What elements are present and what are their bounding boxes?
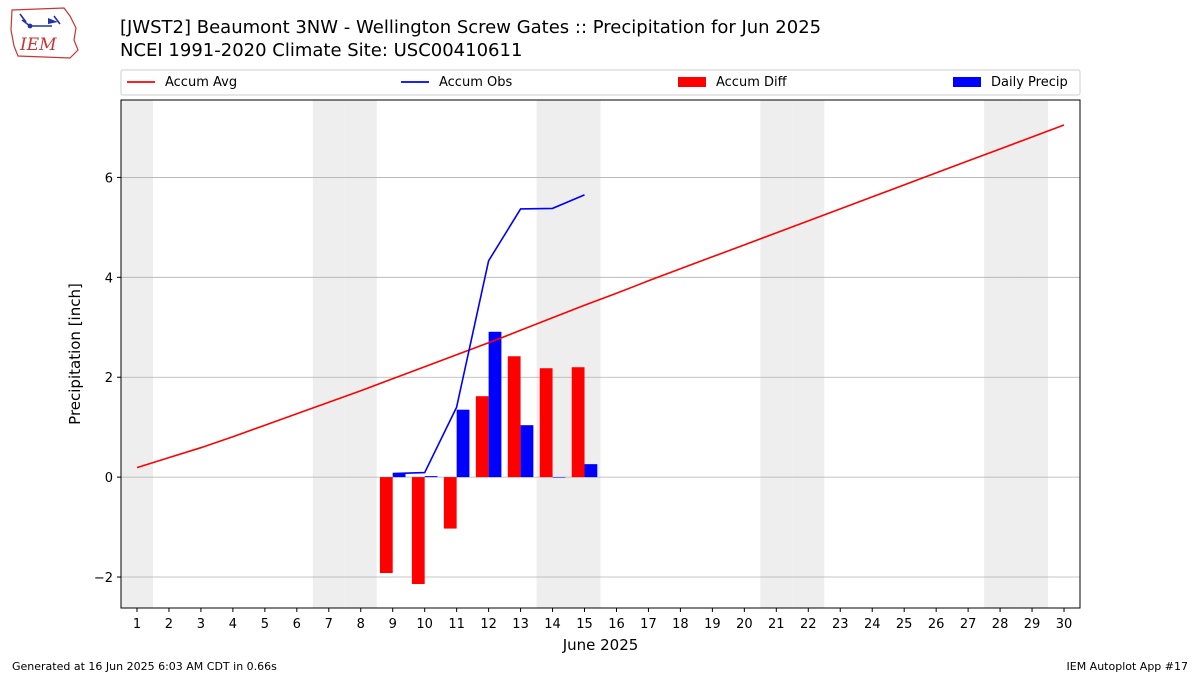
- legend-label: Accum Obs: [439, 75, 512, 90]
- x-tick-label: 26: [928, 617, 945, 632]
- x-tick-label: 11: [448, 617, 465, 632]
- accum-diff-bar: [444, 477, 457, 528]
- y-tick-label: −2: [94, 571, 113, 586]
- accum-diff-bar: [476, 396, 489, 477]
- accum-diff-bar: [380, 477, 393, 573]
- legend-label: Accum Diff: [716, 75, 788, 90]
- x-tick-label: 29: [1024, 617, 1041, 632]
- daily-precip-bar: [521, 425, 534, 477]
- y-tick-label: 0: [105, 471, 113, 486]
- weekend-band: [537, 100, 569, 608]
- x-tick-label: 30: [1056, 617, 1073, 632]
- legend-label: Accum Avg: [165, 75, 237, 90]
- daily-precip-bar: [489, 332, 502, 477]
- legend-swatch-bar: [953, 77, 981, 87]
- daily-precip-bar: [457, 410, 470, 477]
- weekend-band: [792, 100, 824, 608]
- legend: Accum Avg Accum Obs Accum Diff Daily Precip: [121, 70, 1080, 95]
- y-tick-label: 6: [105, 171, 113, 186]
- x-tick-label: 20: [736, 617, 753, 632]
- accum-diff-bar: [540, 368, 553, 477]
- x-tick-label: 5: [261, 617, 269, 632]
- y-axis-label: Precipitation [inch]: [66, 283, 84, 425]
- x-tick-label: 25: [896, 617, 913, 632]
- x-tick-label: 17: [640, 617, 657, 632]
- x-tick-label: 4: [229, 617, 237, 632]
- x-tick-label: 27: [960, 617, 977, 632]
- x-tick-label: 15: [576, 617, 593, 632]
- daily-precip-bar: [585, 464, 598, 477]
- x-tick-label: 2: [165, 617, 173, 632]
- weekend-band: [121, 100, 153, 608]
- y-tick-label: 4: [105, 271, 113, 286]
- x-tick-label: 8: [357, 617, 365, 632]
- daily-precip-bar: [553, 477, 566, 478]
- weekend-band: [313, 100, 345, 608]
- x-tick-label: 6: [293, 617, 301, 632]
- x-tick-label: 22: [800, 617, 817, 632]
- weekend-band: [760, 100, 792, 608]
- x-tick-label: 1: [133, 617, 141, 632]
- x-tick-label: 18: [672, 617, 689, 632]
- generated-note: Generated at 16 Jun 2025 6:03 AM CDT in …: [12, 660, 277, 673]
- x-tick-label: 21: [768, 617, 785, 632]
- legend-box: [121, 70, 1080, 95]
- x-tick-label: 7: [325, 617, 333, 632]
- x-tick-label: 19: [704, 617, 721, 632]
- x-axis-label: June 2025: [562, 636, 639, 654]
- x-tick-label: 14: [544, 617, 561, 632]
- accum-diff-bar: [412, 477, 425, 584]
- x-tick-label: 10: [416, 617, 433, 632]
- weekend-band: [984, 100, 1016, 608]
- accum-diff-bar: [508, 356, 521, 477]
- x-tick-label: 28: [992, 617, 1009, 632]
- weekend-band: [569, 100, 601, 608]
- x-tick-label: 24: [864, 617, 881, 632]
- x-tick-label: 16: [608, 617, 625, 632]
- legend-label: Daily Precip: [991, 75, 1068, 90]
- x-tick-label: 13: [512, 617, 529, 632]
- app-credit: IEM Autoplot App #17: [1067, 660, 1189, 673]
- accum-diff-bar: [572, 367, 585, 477]
- y-tick-label: 2: [105, 371, 113, 386]
- daily-precip-bar: [425, 476, 438, 477]
- x-tick-label: 23: [832, 617, 849, 632]
- x-tick-label: 3: [197, 617, 205, 632]
- weekend-band: [1016, 100, 1048, 608]
- x-tick-label: 12: [480, 617, 497, 632]
- precip-chart: 1 2 3 4 5 6 7 8 9 10 11 12 13 14 15 16 17 18 19 20 21 22 23 24 2…: [0, 0, 1200, 675]
- x-tick-label: 9: [389, 617, 397, 632]
- legend-swatch-bar: [678, 77, 706, 87]
- weekend-band: [345, 100, 377, 608]
